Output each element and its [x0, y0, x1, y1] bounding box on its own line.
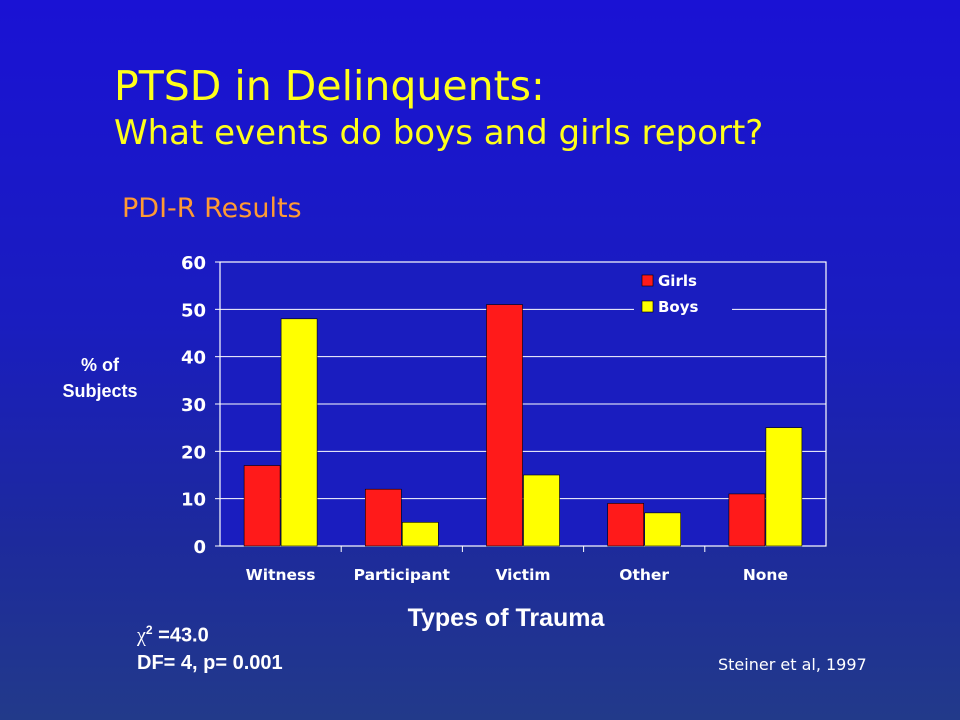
bar-boys-witness — [280, 318, 318, 547]
citation: Steiner et al, 1997 — [718, 655, 867, 674]
degrees-of-freedom: DF= 4, p= 0.001 — [137, 652, 283, 674]
y-tick-label: 30 — [181, 395, 206, 416]
bar-girls-other — [607, 503, 645, 547]
bar-girls-none — [728, 493, 766, 547]
chi-value: =43.0 — [152, 624, 209, 647]
bar-boys-victim — [523, 474, 560, 547]
y-tick-label: 60 — [181, 253, 206, 274]
y-axis-label-line1: % of — [81, 355, 119, 375]
y-tick-label: 20 — [181, 442, 206, 463]
legend-label-girls: Girls — [658, 272, 697, 290]
x-tick-label: Other — [619, 566, 669, 584]
slide-subtitle: PDI-R Results — [122, 193, 302, 224]
y-tick-label: 10 — [181, 490, 206, 511]
x-axis-label: Types of Trauma — [408, 604, 606, 632]
y-axis-label: % of Subjects — [40, 352, 160, 404]
x-tick-label: Participant — [354, 566, 451, 584]
plot-border — [219, 261, 827, 547]
bar-girls-witness — [243, 465, 281, 547]
bar-girls-victim — [486, 304, 523, 547]
x-tick-label: None — [743, 566, 788, 584]
chi-exponent: 2 — [145, 623, 153, 637]
bar-girls-participant — [364, 488, 402, 547]
bar-boys-none — [765, 427, 803, 547]
legend-label-boys: Boys — [658, 298, 699, 316]
x-tick-label: Witness — [246, 566, 316, 584]
y-axis-label-line2: Subjects — [62, 381, 138, 401]
legend-swatch-boys — [641, 300, 654, 313]
legend: Girls Boys — [634, 268, 732, 326]
slide-title: PTSD in Delinquents: — [114, 62, 545, 110]
bar-boys-participant — [401, 522, 439, 547]
slide-title-question: What events do boys and girls report? — [114, 113, 764, 153]
chi-square-stat: χ2 =43.0 — [137, 623, 209, 648]
chi-symbol: χ — [137, 624, 146, 647]
y-tick-label: 50 — [181, 300, 206, 321]
bar-boys-other — [644, 512, 682, 547]
y-tick-label: 40 — [181, 348, 206, 369]
legend-swatch-girls — [641, 274, 654, 287]
x-tick-label: Victim — [495, 566, 550, 584]
y-tick-label: 0 — [193, 537, 206, 558]
